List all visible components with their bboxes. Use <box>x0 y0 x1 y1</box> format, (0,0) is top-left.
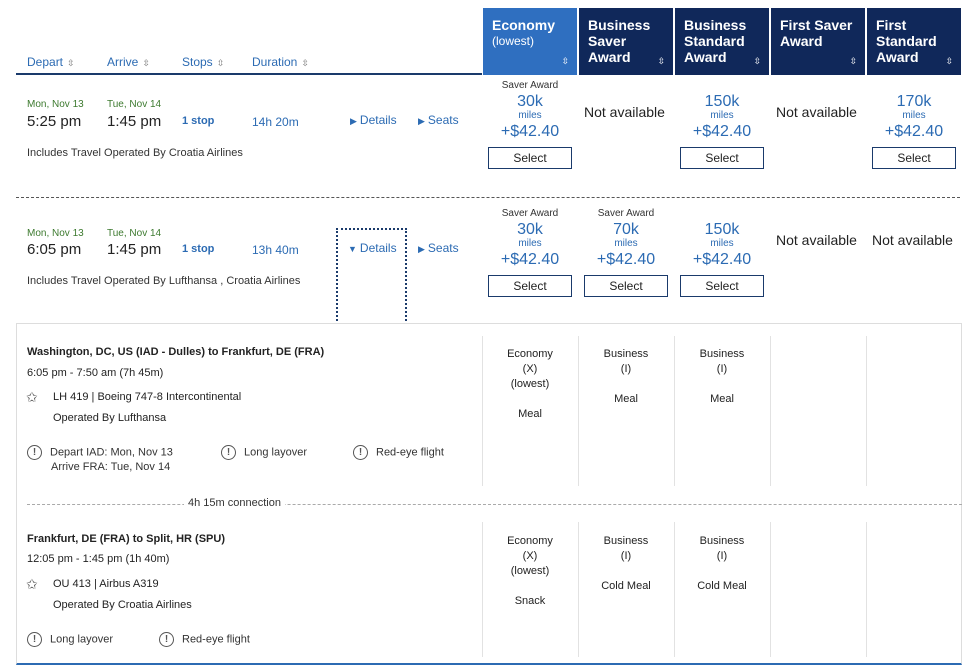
not-available-text: Not available <box>776 232 857 248</box>
select-button[interactable]: Select <box>488 147 572 169</box>
sort-arrows-icon: ⇳ <box>216 58 225 68</box>
triangle-right-icon: ▶ <box>418 244 425 254</box>
duration: 14h 20m <box>252 115 299 129</box>
segment-cabin-info: Business (I) Cold Meal <box>601 535 651 592</box>
warning-long-layover: ! Long layover <box>221 445 307 460</box>
operated-by: Includes Travel Operated By Lufthansa , … <box>27 275 301 287</box>
segment-time: 6:05 pm - 7:50 am (7h 45m) <box>27 367 164 379</box>
triangle-down-icon: ▼ <box>348 244 357 254</box>
segment-cabin-info: Business (I) Meal <box>699 348 745 405</box>
warning-arrive-date: Arrive FRA: Tue, Nov 14 <box>51 461 171 473</box>
cabin-header-business-standard[interactable]: Business Standard Award ⇳ <box>675 8 769 75</box>
column-separator <box>578 336 579 486</box>
duration: 13h 40m <box>252 243 299 257</box>
column-separator <box>770 336 771 486</box>
sort-duration[interactable]: Duration ⇳ <box>252 55 309 69</box>
segment-flight: LH 419 | Boeing 747-8 Intercontinental <box>53 391 242 403</box>
stops-link[interactable]: 1 stop <box>182 115 215 127</box>
arrive-date: Tue, Nov 14 <box>107 228 162 239</box>
select-button[interactable]: Select <box>680 147 764 169</box>
arrive-time: 1:45 pm <box>107 113 162 130</box>
connection-time: 4h 15m connection <box>184 497 285 509</box>
sort-arrows-icon: ⇳ <box>67 58 75 68</box>
segment-time: 12:05 pm - 1:45 pm (1h 40m) <box>27 553 170 565</box>
warning-icon: ! <box>27 632 42 647</box>
row-divider <box>16 197 960 198</box>
segment-cabin-info: Business (I) Meal <box>603 348 649 405</box>
sort-arrows-icon: ⇳ <box>945 56 953 66</box>
column-separator <box>674 522 675 657</box>
arrive-time: 1:45 pm <box>107 241 162 258</box>
segment-route: Frankfurt, DE (FRA) to Split, HR (SPU) <box>27 533 225 545</box>
segment-operated: Operated By Croatia Airlines <box>53 599 192 611</box>
warning-icon: ! <box>159 632 174 647</box>
sort-stops[interactable]: Stops ⇳ <box>182 55 225 69</box>
warning-icon: ! <box>27 445 42 460</box>
depart-date: Mon, Nov 13 <box>27 99 84 110</box>
select-button[interactable]: Select <box>488 275 572 297</box>
depart-time: 5:25 pm <box>27 113 82 130</box>
segment-operated: Operated By Lufthansa <box>53 412 167 424</box>
sort-arrows-icon: ⇳ <box>849 56 857 66</box>
triangle-right-icon: ▶ <box>418 116 425 126</box>
column-separator <box>866 336 867 486</box>
column-separator <box>866 522 867 657</box>
segment-cabin-info: Economy (X) (lowest) Snack <box>507 535 553 607</box>
segment-cabin-info: Economy (X) (lowest) Meal <box>507 348 553 420</box>
depart-time: 6:05 pm <box>27 241 82 258</box>
segment-flight: OU 413 | Airbus A319 <box>53 578 159 590</box>
sort-depart[interactable]: Depart ⇳ <box>27 55 75 69</box>
depart-date: Mon, Nov 13 <box>27 228 84 239</box>
warning-icon: ! <box>221 445 236 460</box>
warning-date-change: ! Depart IAD: Mon, Nov 13 <box>27 445 173 460</box>
details-link[interactable]: ▶ Details <box>350 113 397 127</box>
warning-long-layover: ! Long layover <box>27 632 113 647</box>
fare-cell: 170k miles +$42.40 Select <box>870 80 958 169</box>
select-button[interactable]: Select <box>584 275 668 297</box>
sort-arrows-icon: ⇳ <box>753 56 761 66</box>
sort-arrows-icon: ⇳ <box>561 56 569 66</box>
stops-link[interactable]: 1 stop <box>182 243 215 255</box>
sort-arrows-icon: ⇳ <box>142 58 150 68</box>
warning-red-eye: ! Red-eye flight <box>353 445 444 460</box>
column-separator <box>482 336 483 486</box>
column-separator <box>578 522 579 657</box>
warning-red-eye: ! Red-eye flight <box>159 632 250 647</box>
select-button[interactable]: Select <box>680 275 764 297</box>
details-focus-outline <box>336 228 407 325</box>
warning-icon: ! <box>353 445 368 460</box>
segment-route: Washington, DC, US (IAD - Dulles) to Fra… <box>27 346 325 358</box>
segment-cabin-info: Business (I) Cold Meal <box>697 535 747 592</box>
sort-arrows-icon: ⇳ <box>657 56 665 66</box>
triangle-right-icon: ▶ <box>350 116 357 126</box>
flight-details-panel <box>16 323 962 665</box>
cabin-header-first-standard[interactable]: First Standard Award ⇳ <box>867 8 961 75</box>
operated-by: Includes Travel Operated By Croatia Airl… <box>27 147 243 159</box>
cabin-header-first-saver[interactable]: First Saver Award ⇳ <box>771 8 865 75</box>
fare-cell: Saver Award 30k miles +$42.40 Select <box>486 80 574 169</box>
sort-arrive[interactable]: Arrive ⇳ <box>107 55 150 69</box>
column-separator <box>674 336 675 486</box>
fare-cell: Saver Award 70k miles +$42.40 Select <box>582 208 670 297</box>
fare-cell: 150k miles +$42.40 Select <box>678 80 766 169</box>
sort-arrows-icon: ⇳ <box>301 58 309 68</box>
fare-cell: Saver Award 30k miles +$42.40 Select <box>486 208 574 297</box>
not-available-text: Not available <box>872 232 953 248</box>
column-separator <box>482 522 483 657</box>
not-available-text: Not available <box>776 104 857 120</box>
star-alliance-icon: ✩ <box>26 389 38 405</box>
not-available-text: Not available <box>584 104 665 120</box>
select-button[interactable]: Select <box>872 147 956 169</box>
cabin-header-business-saver[interactable]: Business Saver Award ⇳ <box>579 8 673 75</box>
cabin-header-economy[interactable]: Economy (lowest) ⇳ <box>483 8 577 75</box>
fare-cell: 150k miles +$42.40 Select <box>678 208 766 297</box>
star-alliance-icon: ✩ <box>26 576 38 592</box>
seats-link[interactable]: ▶ Seats <box>418 113 459 127</box>
column-separator <box>770 522 771 657</box>
arrive-date: Tue, Nov 14 <box>107 99 162 110</box>
connection-divider <box>27 504 962 505</box>
seats-link[interactable]: ▶ Seats <box>418 241 459 255</box>
details-link[interactable]: ▼ Details <box>348 241 397 255</box>
header-underline <box>16 73 482 75</box>
